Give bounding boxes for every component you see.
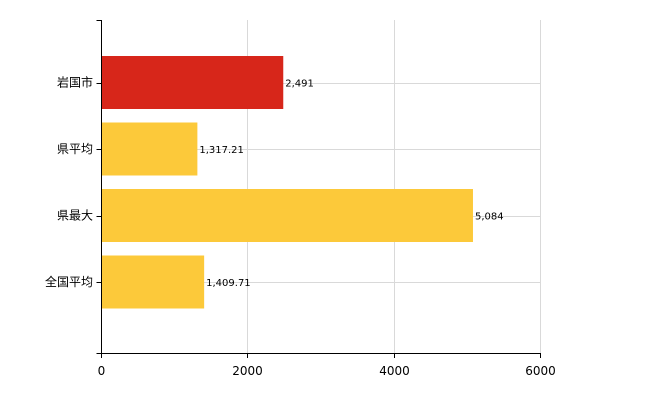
category-label: 県平均 (57, 142, 93, 156)
data-labels: 2,491 1,317.21 5,084 1,409.71 (199, 79, 503, 290)
data-label: 5,084 (475, 212, 504, 223)
data-label: 1,317.21 (199, 145, 244, 156)
x-tick-label: 6000 (525, 364, 556, 378)
axes (96, 20, 541, 358)
bar (101, 189, 473, 242)
category-label: 岩国市 (57, 75, 93, 90)
category-label: 全国平均 (45, 274, 93, 289)
bar (101, 122, 198, 176)
category-label: 県最大 (57, 209, 93, 223)
bar (101, 56, 284, 109)
bar (101, 255, 205, 309)
x-tick-label: 4000 (379, 364, 410, 378)
x-tick-label: 2000 (232, 364, 263, 378)
data-label: 1,409.71 (206, 278, 251, 289)
data-label: 2,491 (285, 79, 314, 90)
bars (101, 56, 473, 309)
x-tick-label: 0 (98, 364, 106, 378)
x-tick-labels: 0 2000 4000 6000 (98, 364, 556, 378)
